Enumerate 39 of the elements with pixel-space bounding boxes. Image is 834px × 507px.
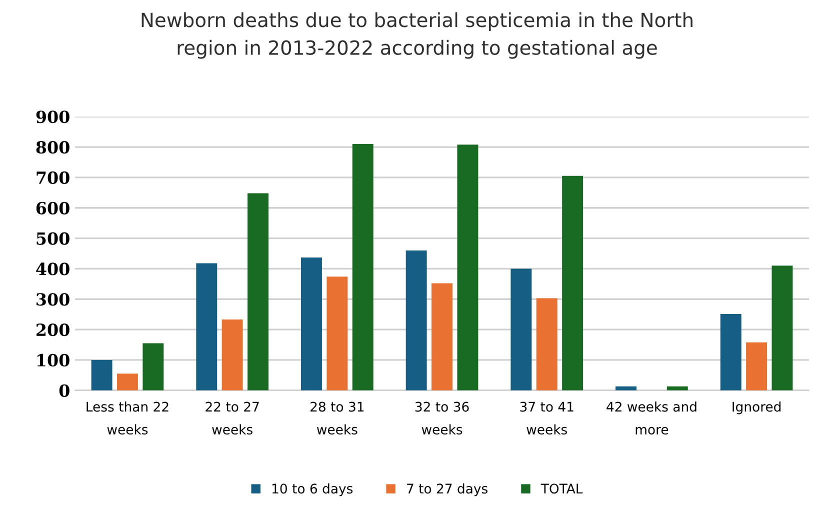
bar [746,342,768,390]
y-tick-label: 500 [36,232,70,245]
legend-label: 10 to 6 days [272,483,353,496]
bar [91,360,112,390]
bar [720,314,742,390]
bar [536,298,558,390]
bar [352,144,374,390]
bar [326,276,348,390]
bar [248,193,268,390]
y-tick-label: 200 [36,324,70,336]
bar [301,257,322,390]
y-tick-label: 900 [36,110,70,124]
bar [406,250,427,390]
y-tick-label: 300 [36,293,70,306]
x-tick-label: 28 to 31 weeks [310,402,364,435]
bar [196,263,218,390]
bar [432,283,453,390]
bar [562,176,584,390]
bar [457,144,478,390]
legend-label: 7 to 27 days [407,483,488,496]
y-tick-label: 0 [59,384,70,397]
bar [117,374,138,390]
x-tick-label: 32 to 36 weeks [415,402,469,435]
chart-title: Newborn deaths due to bacterial septicemia in the North region in 2013-2022 according to gestational age [142,12,692,59]
bar [510,268,532,390]
x-tick-label: 37 to 41 weeks [520,402,574,435]
x-tick-label: 42 weeks and more [606,402,696,435]
y-tick-label: 700 [36,171,70,184]
legend-label: TOTAL [540,484,583,494]
y-tick-label: 100 [37,354,70,367]
bar [772,266,793,390]
y-tick-label: 600 [36,202,70,214]
y-tick-label: 400 [36,262,70,276]
x-tick-label: Less than 22 weeks [86,402,168,435]
x-tick-label: 22 to 27 weeks [206,402,259,435]
bar [142,343,164,390]
y-tick-label: 800 [36,140,70,154]
x-tick-label: Ignored [732,402,781,414]
bar [222,320,243,390]
